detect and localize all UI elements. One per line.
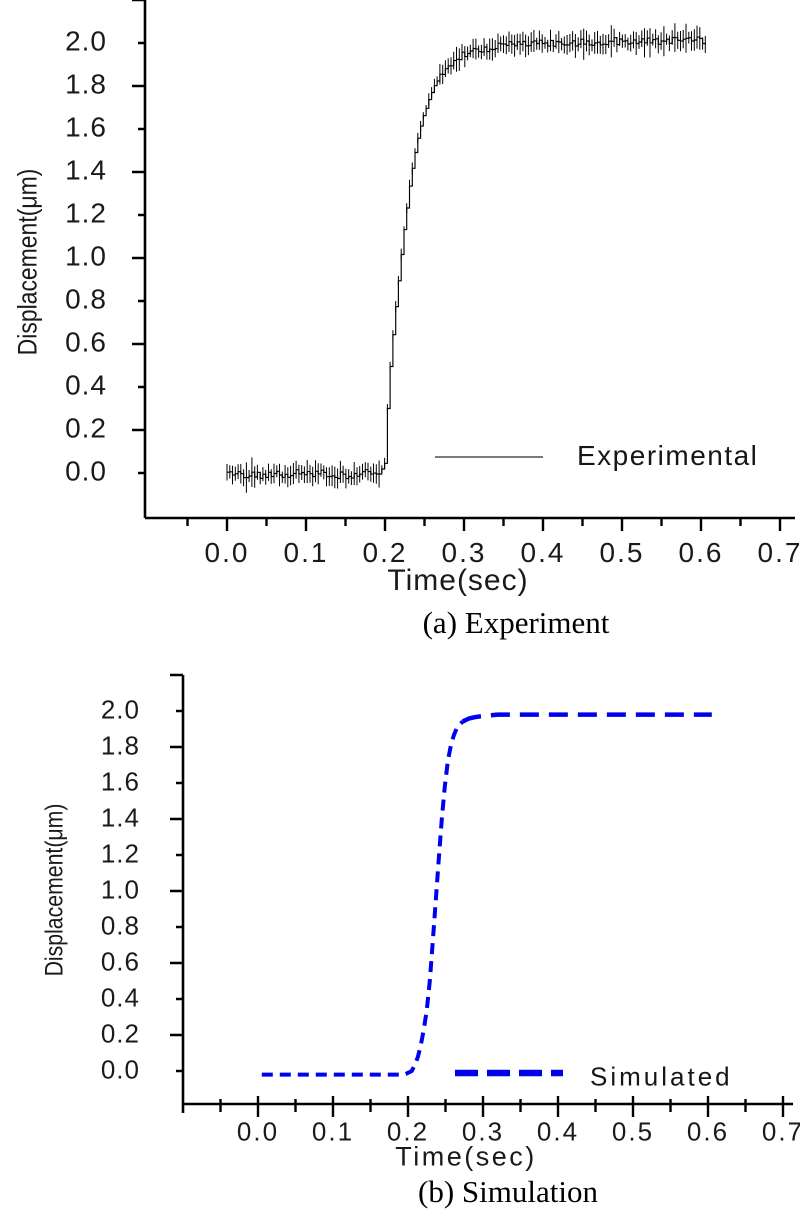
y-tick-label: 0.4 <box>65 369 107 401</box>
y-tick-label: 0.8 <box>100 910 140 941</box>
x-tick-label: 0.3 <box>461 1116 505 1147</box>
y-tick-label: 2.0 <box>65 25 107 57</box>
y-tick-label: 0.6 <box>100 946 140 977</box>
y-tick-label: 1.6 <box>65 111 107 143</box>
y-tick-label: 1.8 <box>100 730 140 761</box>
y-tick-label: 0.6 <box>65 326 107 358</box>
y-axis-label-simulation: Displacement(μm) <box>40 803 69 977</box>
x-tick-label: 0.1 <box>311 1116 355 1147</box>
experiment-axes <box>132 0 795 531</box>
y-tick-label: 1.2 <box>65 197 107 229</box>
y-tick-label: 1.2 <box>100 838 140 869</box>
x-tick-label: 0.1 <box>283 537 329 568</box>
x-tick-label: 0.6 <box>678 537 724 568</box>
y-tick-label: 2.0 <box>100 694 140 725</box>
simulation-axes <box>170 673 793 1117</box>
y-tick-label: 1.8 <box>65 68 107 100</box>
y-tick-label: 0.2 <box>100 1018 140 1049</box>
y-tick-label: 0.0 <box>100 1054 140 1085</box>
x-tick-label: 0.4 <box>536 1116 580 1147</box>
x-tick-label: 0.0 <box>236 1116 280 1147</box>
x-axis-label-simulation: Time(sec) <box>395 1141 537 1172</box>
x-tick-label: 0.4 <box>520 537 566 568</box>
y-tick-label: 1.0 <box>100 874 140 905</box>
y-tick-label: 0.0 <box>65 455 107 487</box>
x-tick-label: 0.0 <box>204 537 250 568</box>
y-tick-label: 1.0 <box>65 240 107 272</box>
simulated-curve <box>261 712 712 1077</box>
y-tick-label: 1.4 <box>100 802 140 833</box>
legend-label-simulated: Simulated <box>590 1061 733 1092</box>
x-tick-label: 0.7 <box>757 537 800 568</box>
x-tick-label: 0.6 <box>686 1116 730 1147</box>
legend-label-experimental: Experimental <box>577 440 759 471</box>
y-tick-label: 1.4 <box>65 154 107 186</box>
y-tick-label: 0.8 <box>65 283 107 315</box>
y-tick-label: 0.2 <box>65 412 107 444</box>
y-tick-label: 0.4 <box>100 982 140 1013</box>
x-tick-label: 0.3 <box>441 537 487 568</box>
caption-experiment: (a) Experiment <box>422 605 610 640</box>
x-axis-label-experiment: Time(sec) <box>387 564 529 597</box>
x-tick-label: 0.5 <box>599 537 645 568</box>
experimental-curve <box>226 23 706 493</box>
x-tick-label: 0.5 <box>611 1116 655 1147</box>
caption-simulation: (b) Simulation <box>418 1174 598 1209</box>
y-tick-label: 1.6 <box>100 766 140 797</box>
x-tick-label: 0.2 <box>362 537 408 568</box>
x-tick-label: 0.2 <box>386 1116 430 1147</box>
x-tick-label: 0.7 <box>761 1116 800 1147</box>
